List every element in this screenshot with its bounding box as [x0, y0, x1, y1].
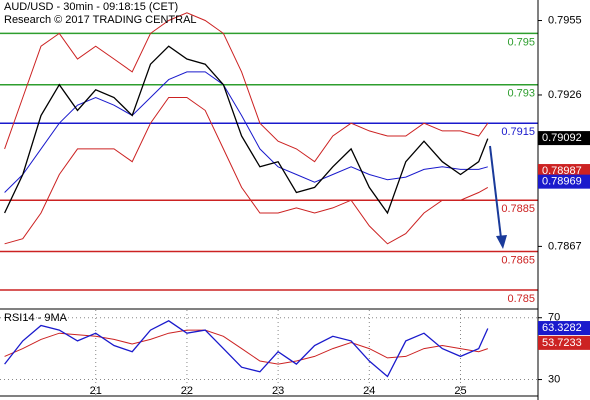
x-tick-label: 23	[272, 385, 284, 397]
price-tag-label: 0.78969	[542, 176, 582, 188]
rsi-panel	[0, 310, 538, 395]
series-line	[4, 329, 488, 365]
price-tag-label: 0.79092	[542, 132, 582, 144]
level-label: 0.785	[507, 293, 535, 305]
price-panel: 0.795 0.793 0.7915 0.7885 0.7865 0.785	[0, 12, 538, 305]
level-label: 0.7915	[501, 126, 535, 138]
y-tick-label: 0.7926	[548, 89, 582, 101]
x-tick-label: 25	[454, 385, 466, 397]
level-label: 0.7885	[501, 203, 535, 215]
y-tick-label: 0.7955	[548, 14, 582, 26]
price-tag	[538, 164, 590, 179]
price-tag	[538, 174, 590, 189]
x-tick-label: 22	[181, 385, 193, 397]
series-line	[4, 12, 489, 163]
x-tick-label: 24	[363, 385, 375, 397]
series-line	[4, 320, 489, 378]
price-tag-label: 53.7233	[542, 337, 582, 349]
rsi-title: RSI14 - 9MA	[4, 312, 68, 324]
chart-subtitle: Research © 2017 TRADING CENTRAL	[4, 14, 197, 26]
price-tag	[538, 321, 590, 336]
series-line	[4, 71, 488, 193]
series-line	[4, 45, 489, 215]
y-tick-label: 0.7867	[548, 240, 582, 252]
series-line	[4, 97, 489, 245]
forecast-arrow	[489, 145, 502, 239]
level-label: 0.795	[507, 36, 535, 48]
price-tag-label: 0.78987	[542, 165, 582, 177]
forecast-arrow-head	[496, 235, 507, 249]
price-tag	[538, 335, 590, 350]
chart-title: AUD/USD - 30min - 09:18:15 (CET)	[4, 1, 178, 13]
price-tag-label: 63.3282	[542, 322, 582, 334]
level-label: 0.7865	[501, 254, 535, 266]
y-tick-label: 70	[548, 312, 560, 324]
x-tick-label: 21	[90, 385, 102, 397]
y-tick-label: 30	[548, 373, 560, 385]
level-label: 0.793	[507, 88, 535, 100]
price-tag	[538, 131, 590, 146]
